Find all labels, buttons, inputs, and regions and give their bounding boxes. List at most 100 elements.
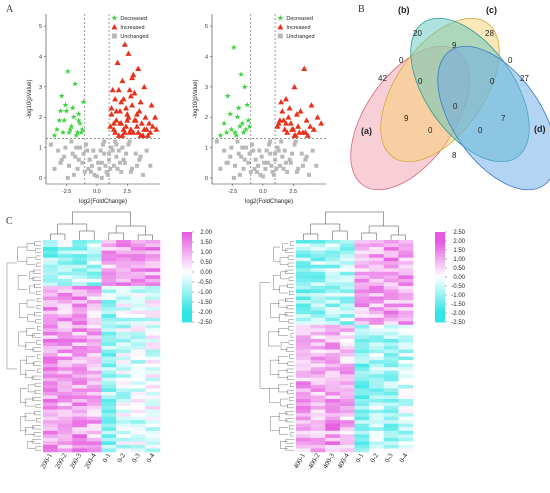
heatmap-cell bbox=[296, 289, 311, 294]
heatmap-cell bbox=[398, 282, 414, 287]
heatmap-cell bbox=[43, 441, 58, 446]
column-dendrogram-branch bbox=[108, 232, 124, 240]
heatmap-cell bbox=[43, 356, 58, 361]
heatmap-cell bbox=[72, 356, 88, 361]
heatmap-cell bbox=[369, 363, 385, 368]
heatmap-cell bbox=[296, 448, 311, 453]
heatmap-cell bbox=[354, 338, 370, 343]
color-scale-segment bbox=[182, 313, 192, 316]
color-scale-segment bbox=[435, 268, 445, 271]
row-dendrogram-branch bbox=[288, 276, 294, 281]
heatmap-cell bbox=[130, 374, 146, 379]
venn-region-ac: 9 bbox=[404, 114, 409, 123]
heatmap-cell bbox=[57, 349, 73, 354]
venn-region-bc: 9 bbox=[452, 41, 457, 50]
heatmap-cell bbox=[43, 434, 58, 439]
color-scale-segment bbox=[182, 306, 192, 309]
heatmap-cell bbox=[145, 307, 161, 311]
venn-set-label-d: (d) bbox=[534, 124, 546, 134]
heatmap-cell bbox=[383, 427, 399, 432]
heatmap-cell bbox=[398, 247, 414, 251]
heatmap-cell bbox=[130, 289, 146, 294]
y-axis-label: -log10(pValue) bbox=[27, 80, 33, 119]
heatmap-cell bbox=[116, 285, 132, 290]
heatmap-cell bbox=[72, 289, 88, 294]
heatmap-cell bbox=[325, 395, 341, 400]
decreased-point: ★ bbox=[73, 131, 80, 140]
row-dendrogram-branch bbox=[288, 340, 294, 345]
heatmap-cell bbox=[145, 335, 161, 340]
row-dendrogram-branch bbox=[273, 275, 280, 290]
heatmap-cell bbox=[383, 310, 399, 315]
heatmap-cell bbox=[296, 278, 311, 283]
heatmap-cell bbox=[354, 349, 370, 354]
increased-point bbox=[282, 96, 289, 102]
heatmap-cell bbox=[325, 363, 341, 368]
heatmap-cell bbox=[296, 388, 311, 393]
heatmap-cell bbox=[296, 307, 311, 311]
heatmap-cell bbox=[116, 353, 132, 357]
heatmap-cell bbox=[310, 384, 326, 389]
heatmap-cell bbox=[354, 391, 370, 396]
heatmap-cell bbox=[101, 377, 117, 382]
color-scale-segment bbox=[182, 281, 192, 285]
unchanged-point bbox=[280, 154, 285, 159]
heatmap-cell bbox=[354, 342, 370, 347]
heatmap-cell bbox=[145, 399, 161, 403]
heatmap-cell bbox=[145, 370, 161, 375]
heatmap-cell bbox=[354, 406, 370, 410]
heatmap-cell bbox=[116, 377, 132, 382]
heatmap-cell bbox=[398, 377, 414, 382]
color-scale-segment bbox=[182, 241, 192, 244]
heatmap-cell bbox=[145, 360, 161, 364]
heatmap-cell bbox=[72, 342, 88, 347]
increased-point bbox=[108, 111, 115, 117]
unchanged-point bbox=[293, 139, 298, 144]
unchanged-point bbox=[294, 169, 299, 174]
heatmap-cell bbox=[398, 328, 414, 333]
heatmap-cell bbox=[43, 391, 58, 396]
heatmap-cell bbox=[354, 360, 370, 364]
increased-point bbox=[129, 102, 136, 108]
heatmap-cell bbox=[101, 240, 117, 244]
heatmap-cell bbox=[354, 264, 370, 269]
unchanged-point bbox=[304, 154, 309, 159]
heatmap-cell bbox=[86, 377, 102, 382]
heatmap-cell bbox=[325, 254, 341, 258]
heatmap-cell bbox=[339, 353, 355, 357]
heatmap-cell bbox=[398, 271, 414, 276]
heatmap-cell bbox=[310, 307, 326, 311]
heatmap-cell bbox=[145, 257, 161, 262]
heatmap-cell bbox=[101, 374, 117, 379]
heatmap-cell bbox=[116, 413, 132, 417]
unchanged-point bbox=[253, 157, 258, 162]
heatmap-cell bbox=[354, 346, 370, 350]
heatmap-cell bbox=[398, 384, 414, 389]
decreased-point: ★ bbox=[69, 104, 76, 113]
heatmap-cell bbox=[398, 399, 414, 403]
y-tick-label: 1 bbox=[205, 146, 208, 152]
venn-region-abc: 0 bbox=[418, 77, 423, 86]
color-scale-segment bbox=[435, 252, 445, 255]
heatmap-cell bbox=[369, 423, 385, 428]
heatmap-cell bbox=[130, 317, 146, 322]
heatmap-cell bbox=[339, 264, 355, 269]
row-dendrogram-branch bbox=[17, 246, 27, 262]
heatmap-cell bbox=[101, 349, 117, 354]
heatmap-cell bbox=[57, 346, 73, 350]
heatmap-cell bbox=[43, 250, 58, 255]
heatmap-cell bbox=[43, 395, 58, 400]
row-dendrogram-branch bbox=[287, 375, 294, 380]
heatmap-cell bbox=[101, 437, 117, 442]
heatmap-cell bbox=[116, 307, 132, 311]
increased-point bbox=[303, 117, 310, 123]
heatmap-cell bbox=[101, 331, 117, 336]
heatmap-cell bbox=[116, 356, 132, 361]
row-dendrogram-branch bbox=[270, 416, 280, 431]
heatmap-cell bbox=[369, 388, 385, 393]
heatmap-cell bbox=[354, 381, 370, 386]
heatmap-cell bbox=[145, 328, 161, 333]
heatmap-cell bbox=[43, 285, 58, 290]
unchanged-point bbox=[281, 166, 286, 171]
